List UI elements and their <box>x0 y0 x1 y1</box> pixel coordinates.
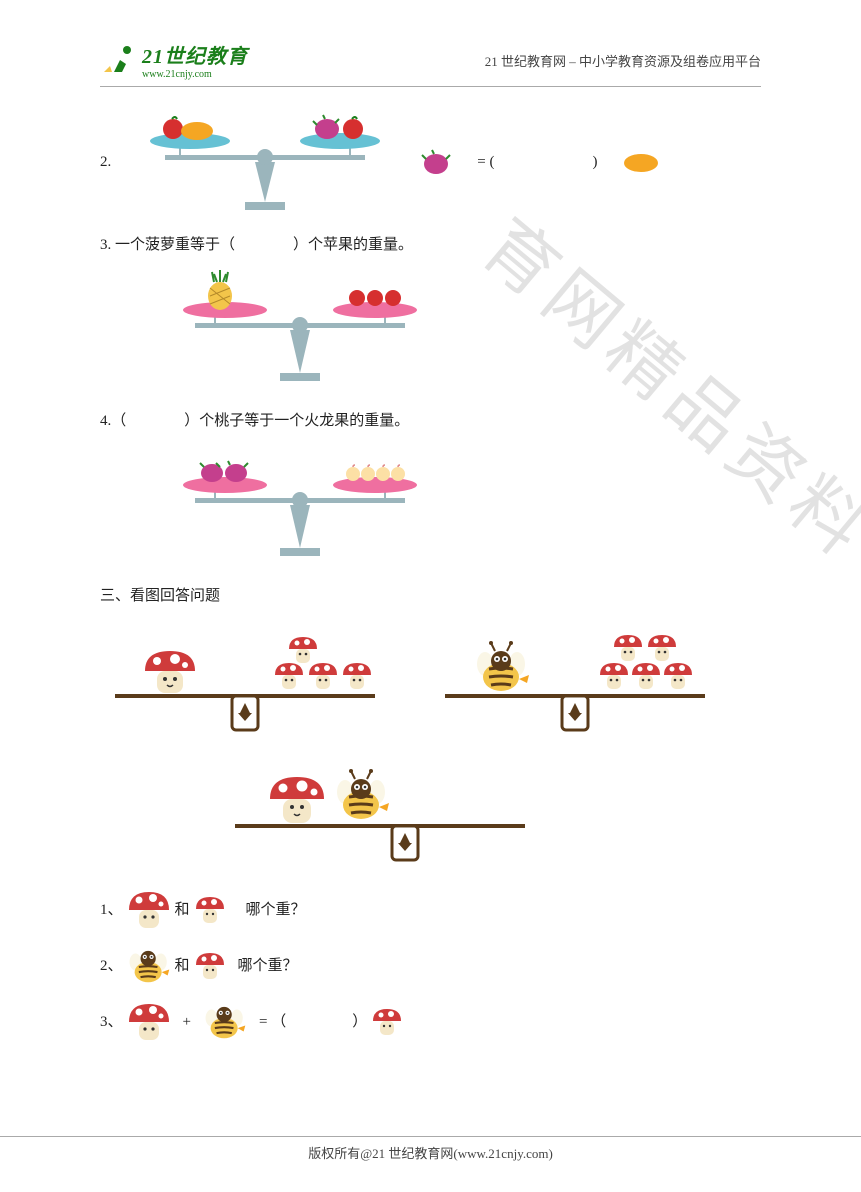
header-subtitle: 21 世纪教育网 – 中小学教育资源及组卷应用平台 <box>485 51 761 70</box>
q3-text-b: ）个苹果的重量。 <box>293 231 413 260</box>
q2-eq: = ( <box>477 148 494 177</box>
sub1-num: 1、 <box>100 896 123 925</box>
s3-scale-b <box>430 621 720 741</box>
section-3-top-scales <box>100 621 761 741</box>
sub3-plus: + <box>183 1008 191 1037</box>
q2-scale <box>135 107 395 217</box>
q2-number: 2. <box>100 148 111 177</box>
bee-icon <box>127 946 171 988</box>
sub1-mid: 和 <box>175 896 190 925</box>
sub2-mid: 和 <box>175 952 190 981</box>
logo: 21世纪教育 www.21cnjy.com <box>100 40 248 80</box>
bee-icon-2 <box>203 1002 247 1044</box>
question-3: 3. 一个菠萝重等于（ ）个苹果的重量。 <box>100 231 761 260</box>
q3-scale <box>160 268 440 388</box>
sub3-close: ） <box>352 1008 367 1037</box>
sub2-num: 2、 <box>100 952 123 981</box>
question-4: 4.（ ）个桃子等于一个火龙果的重量。 <box>100 407 761 436</box>
small-mushroom-icon-3 <box>371 1007 403 1039</box>
page-footer: 版权所有@21 世纪教育网(www.21cnjy.com) <box>0 1136 861 1162</box>
logo-text-url: www.21cnjy.com <box>142 69 248 80</box>
dragonfruit-icon <box>419 147 453 177</box>
big-mushroom-icon <box>127 890 171 932</box>
sub-question-3: 3、 + = （ ） <box>100 1002 761 1044</box>
sub3-eq: = （ <box>259 1008 286 1037</box>
sub-question-1: 1、 和 哪个重？ <box>100 890 761 932</box>
big-mushroom-icon-2 <box>127 1002 171 1044</box>
sub3-num: 3、 <box>100 1008 123 1037</box>
section-3-title: 三、看图回答问题 <box>100 582 761 611</box>
mango-icon <box>621 150 661 174</box>
page: 21世纪教育 www.21cnjy.com 21 世纪教育网 – 中小学教育资源… <box>0 0 861 1082</box>
q2-close: ) <box>592 148 597 177</box>
sub1-tail: 哪个重？ <box>246 896 306 925</box>
s3-scale-a <box>100 621 390 741</box>
small-mushroom-icon <box>194 895 226 927</box>
small-mushroom-icon-2 <box>194 951 226 983</box>
q4-scale <box>160 443 440 563</box>
q4-text-b: ）个桃子等于一个火龙果的重量。 <box>184 407 409 436</box>
logo-text-cn: 21世纪教育 <box>142 40 248 69</box>
page-header: 21世纪教育 www.21cnjy.com 21 世纪教育网 – 中小学教育资源… <box>100 40 761 87</box>
question-2: 2. <box>100 107 761 217</box>
logo-icon <box>100 42 136 78</box>
sub-question-2: 2、 和 哪个重？ <box>100 946 761 988</box>
q4-text-a: 4.（ <box>100 407 126 436</box>
q3-text-a: 3. 一个菠萝重等于（ <box>100 231 235 260</box>
s3-scale-c <box>220 751 540 871</box>
sub2-tail: 哪个重？ <box>238 952 298 981</box>
